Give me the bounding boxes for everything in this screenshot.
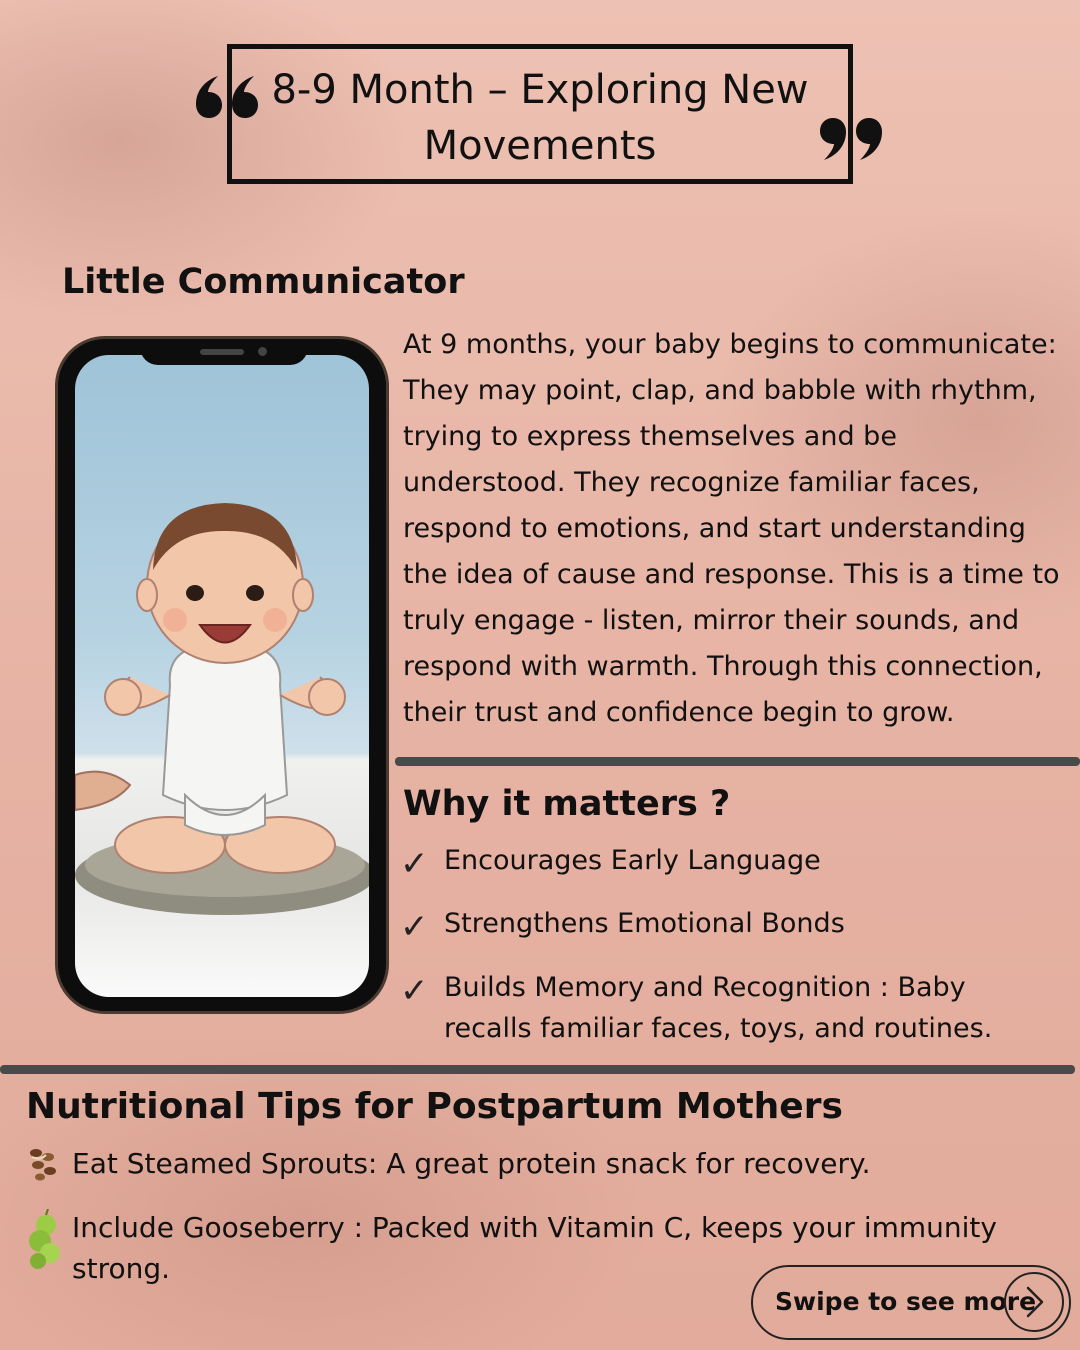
page-title: 8-9 Month – Exploring New Movements [271,67,809,169]
divider-bottom [0,1065,1075,1074]
phone-screen [75,355,369,997]
gooseberry-icon [26,1208,64,1282]
tip-text: Eat Steamed Sprouts: A great protein sna… [72,1147,871,1180]
phone-illustration [55,336,389,1014]
sprouts-icon [26,1143,60,1194]
section-title-little-communicator: Little Communicator [62,262,465,302]
check-icon: ✓ [400,971,429,1011]
list-item-text: Builds Memory and Recognition : Baby rec… [444,972,993,1044]
tip-text: Include Gooseberry : Packed with Vitamin… [72,1211,997,1285]
baby-illustration [75,503,369,915]
check-icon: ✓ [400,844,429,884]
speaker-icon [200,349,244,355]
list-item-text: Strengthens Emotional Bonds [444,908,845,939]
swipe-button-label: Swipe to see more [775,1287,1037,1316]
swipe-button[interactable]: Swipe to see more [751,1265,1071,1340]
list-item-text: Encourages Early Language [444,845,821,876]
title-frame [227,44,853,184]
section-title-nutrition: Nutritional Tips for Postpartum Mothers [26,1086,843,1127]
section-body: At 9 months, your baby begins to communi… [403,329,1060,728]
phone-notch [140,339,308,365]
check-icon: ✓ [400,907,429,947]
camera-icon [258,347,267,356]
chevron-right-icon [1004,1272,1064,1332]
section-title-why: Why it matters ? [403,784,731,824]
divider-top [395,757,1080,766]
